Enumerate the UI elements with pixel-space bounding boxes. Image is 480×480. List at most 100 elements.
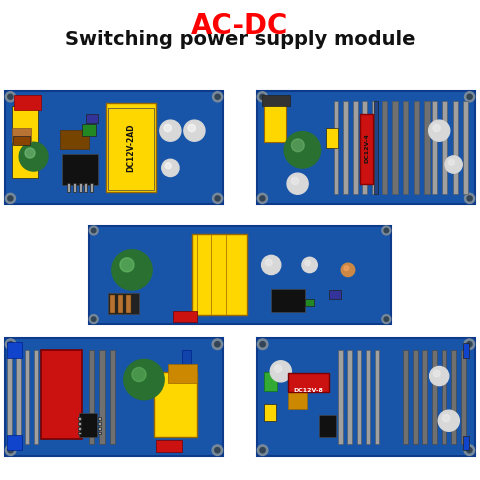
Bar bbox=[375, 350, 379, 444]
Bar bbox=[62, 154, 98, 185]
Bar bbox=[422, 350, 427, 444]
Circle shape bbox=[124, 360, 164, 400]
Bar bbox=[5, 338, 223, 456]
Circle shape bbox=[303, 258, 316, 272]
Circle shape bbox=[384, 317, 388, 321]
Circle shape bbox=[262, 255, 281, 275]
Circle shape bbox=[257, 339, 268, 349]
Bar bbox=[451, 350, 456, 444]
Circle shape bbox=[185, 122, 204, 140]
Bar bbox=[262, 95, 290, 106]
Bar bbox=[84, 183, 87, 192]
Bar bbox=[414, 101, 419, 194]
Bar bbox=[463, 343, 469, 358]
Circle shape bbox=[257, 193, 267, 204]
Circle shape bbox=[272, 362, 290, 380]
Circle shape bbox=[213, 92, 223, 102]
Bar bbox=[13, 136, 30, 145]
Bar bbox=[41, 350, 82, 439]
Circle shape bbox=[431, 368, 447, 384]
Bar bbox=[90, 183, 93, 192]
Bar bbox=[78, 417, 81, 420]
Circle shape bbox=[382, 315, 391, 324]
Bar bbox=[79, 183, 82, 192]
Circle shape bbox=[341, 263, 355, 276]
Circle shape bbox=[120, 258, 134, 272]
Bar bbox=[7, 342, 22, 358]
Bar bbox=[98, 432, 101, 434]
Circle shape bbox=[127, 362, 161, 396]
Bar bbox=[413, 350, 418, 444]
Text: DC12V-4: DC12V-4 bbox=[364, 132, 369, 163]
Circle shape bbox=[275, 365, 282, 372]
Bar bbox=[67, 183, 70, 192]
Circle shape bbox=[163, 160, 178, 175]
Circle shape bbox=[263, 257, 279, 273]
Bar bbox=[264, 99, 286, 142]
Circle shape bbox=[8, 342, 13, 347]
Bar bbox=[461, 350, 466, 444]
Bar bbox=[98, 422, 101, 425]
Circle shape bbox=[215, 342, 220, 347]
Circle shape bbox=[433, 124, 440, 132]
Bar bbox=[168, 364, 197, 383]
Circle shape bbox=[92, 317, 96, 321]
Bar bbox=[319, 415, 336, 437]
Circle shape bbox=[25, 148, 35, 158]
Circle shape bbox=[89, 226, 98, 235]
Circle shape bbox=[212, 339, 223, 349]
Circle shape bbox=[5, 92, 15, 102]
Bar bbox=[453, 101, 458, 194]
Bar bbox=[98, 427, 101, 430]
Circle shape bbox=[257, 445, 268, 456]
Bar bbox=[372, 101, 377, 194]
Circle shape bbox=[260, 447, 265, 453]
Bar bbox=[182, 350, 191, 372]
Circle shape bbox=[188, 124, 195, 132]
Bar bbox=[154, 372, 197, 437]
Bar bbox=[110, 350, 115, 444]
Bar bbox=[98, 417, 101, 420]
Bar bbox=[463, 436, 469, 450]
Bar bbox=[264, 99, 286, 142]
Circle shape bbox=[132, 368, 146, 382]
Bar bbox=[86, 114, 98, 123]
Circle shape bbox=[288, 175, 307, 192]
Bar bbox=[264, 372, 277, 391]
Bar bbox=[264, 404, 276, 420]
Bar bbox=[156, 440, 182, 452]
Circle shape bbox=[212, 445, 223, 456]
Circle shape bbox=[342, 264, 354, 276]
Circle shape bbox=[440, 412, 458, 430]
Bar bbox=[271, 289, 305, 312]
Circle shape bbox=[467, 196, 472, 201]
Circle shape bbox=[448, 159, 455, 166]
Circle shape bbox=[464, 339, 475, 349]
Bar bbox=[288, 373, 329, 393]
Bar bbox=[403, 350, 408, 444]
Bar bbox=[106, 103, 156, 192]
Circle shape bbox=[382, 226, 391, 235]
Circle shape bbox=[291, 139, 304, 152]
Bar bbox=[392, 101, 397, 194]
Bar bbox=[118, 295, 123, 313]
Circle shape bbox=[257, 92, 267, 102]
Bar bbox=[25, 350, 29, 444]
Circle shape bbox=[160, 120, 181, 141]
Circle shape bbox=[464, 445, 475, 456]
Circle shape bbox=[467, 447, 472, 453]
Circle shape bbox=[443, 414, 450, 422]
Bar bbox=[12, 106, 38, 178]
Bar bbox=[110, 295, 115, 313]
Circle shape bbox=[467, 94, 472, 99]
Bar bbox=[16, 350, 21, 444]
Circle shape bbox=[5, 339, 16, 349]
Circle shape bbox=[92, 228, 96, 233]
Circle shape bbox=[270, 361, 291, 382]
Circle shape bbox=[260, 94, 265, 99]
Circle shape bbox=[260, 342, 265, 347]
Circle shape bbox=[429, 120, 450, 141]
Circle shape bbox=[165, 163, 171, 169]
Bar bbox=[360, 114, 373, 184]
Text: AC-DC: AC-DC bbox=[192, 12, 288, 40]
